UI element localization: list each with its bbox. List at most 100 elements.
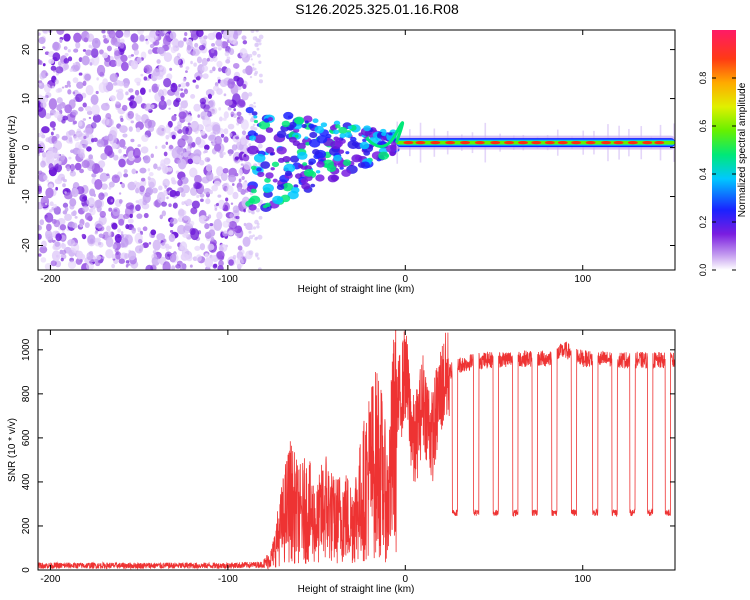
noise-blob — [108, 207, 113, 212]
noise-blob — [72, 120, 77, 125]
noise-blob — [115, 30, 124, 38]
snr-xtick-label: 0 — [403, 574, 409, 585]
spectrogram-ytick-label: 10 — [21, 93, 32, 105]
noise-blob — [183, 37, 187, 42]
noise-blob — [44, 212, 54, 223]
noise-blob — [66, 80, 71, 86]
noise-blob — [174, 90, 180, 97]
noise-blob — [238, 178, 242, 183]
transition-blob — [309, 131, 318, 139]
snr-xtick-label: -200 — [40, 574, 60, 585]
noise-blob — [191, 141, 196, 148]
carrier-peak — [585, 141, 596, 145]
noise-blob — [41, 151, 47, 158]
noise-blob — [38, 107, 47, 119]
noise-blob — [118, 258, 126, 264]
transition-blob — [283, 163, 296, 173]
noise-blob — [183, 88, 189, 95]
noise-blob — [181, 201, 185, 206]
noise-blob — [203, 188, 212, 195]
noise-blob — [241, 175, 245, 181]
noise-blob — [257, 143, 263, 149]
noise-blob — [247, 92, 253, 97]
noise-blob — [124, 253, 129, 259]
transition-blob — [345, 151, 350, 155]
carrier-peak — [544, 141, 555, 145]
spectrogram-xlabel: Height of straight line (km) — [298, 284, 415, 295]
noise-blob — [212, 66, 216, 72]
noise-blob — [136, 213, 143, 219]
noise-blob — [142, 193, 151, 204]
noise-blob — [204, 223, 210, 230]
transition-blob — [337, 162, 344, 168]
noise-blob — [226, 185, 234, 196]
carrier-peak — [571, 141, 582, 145]
noise-blob — [64, 191, 67, 194]
noise-blob — [186, 44, 192, 51]
noise-blob — [152, 239, 161, 251]
carrier-peak — [460, 141, 471, 145]
noise-blob — [168, 233, 176, 243]
noise-blob — [118, 148, 122, 154]
noise-blob — [207, 93, 213, 99]
transition-blob — [289, 155, 300, 163]
transition-blob — [308, 161, 314, 166]
noise-blob — [71, 187, 79, 198]
noise-blob — [243, 208, 246, 213]
noise-blob — [55, 233, 62, 242]
noise-blob — [242, 83, 247, 90]
noise-blob — [171, 265, 176, 270]
noise-blob — [251, 211, 255, 215]
noise-blob — [177, 138, 186, 148]
noise-blob — [210, 49, 215, 54]
noise-blob — [222, 152, 226, 155]
noise-blob — [86, 110, 93, 116]
noise-blob — [137, 144, 141, 148]
noise-blob — [131, 227, 137, 234]
noise-blob — [84, 222, 90, 228]
noise-blob — [198, 44, 206, 51]
noise-blob — [239, 173, 243, 176]
noise-blob — [219, 246, 224, 252]
noise-blob — [120, 54, 128, 63]
noise-blob — [38, 253, 42, 257]
carrier-peak — [490, 141, 501, 145]
noise-blob — [203, 35, 208, 40]
noise-blob — [93, 137, 98, 143]
noise-blob — [213, 218, 223, 231]
noise-blob — [207, 110, 212, 118]
noise-blob — [255, 236, 259, 240]
noise-blob — [156, 233, 165, 241]
noise-blob — [223, 111, 229, 119]
noise-blob — [123, 82, 129, 89]
noise-blob — [159, 197, 162, 200]
noise-blob — [74, 215, 78, 219]
transition-blob — [269, 152, 274, 156]
noise-blob — [210, 236, 215, 242]
noise-blob — [122, 133, 128, 138]
noise-blob — [168, 144, 174, 150]
transition-blob — [253, 115, 258, 119]
noise-blob — [101, 256, 105, 260]
noise-blob — [63, 63, 70, 70]
noise-blob — [102, 78, 109, 87]
noise-blob — [38, 82, 42, 86]
transition-blob — [342, 159, 352, 166]
noise-blob — [185, 198, 193, 206]
noise-blob — [105, 81, 114, 92]
noise-blob — [250, 227, 253, 231]
noise-blob — [133, 49, 139, 56]
noise-blob — [91, 173, 97, 178]
noise-blob — [176, 147, 186, 155]
transition-blob — [262, 183, 274, 193]
noise-blob — [85, 85, 94, 96]
transition-blob — [301, 123, 307, 129]
noise-blob — [112, 81, 118, 86]
spectrogram-ytick-label: -20 — [21, 238, 32, 253]
noise-blob — [253, 101, 256, 105]
noise-blob — [151, 83, 159, 93]
noise-blob — [162, 165, 169, 174]
noise-blob — [255, 42, 259, 47]
noise-blob — [169, 253, 179, 264]
